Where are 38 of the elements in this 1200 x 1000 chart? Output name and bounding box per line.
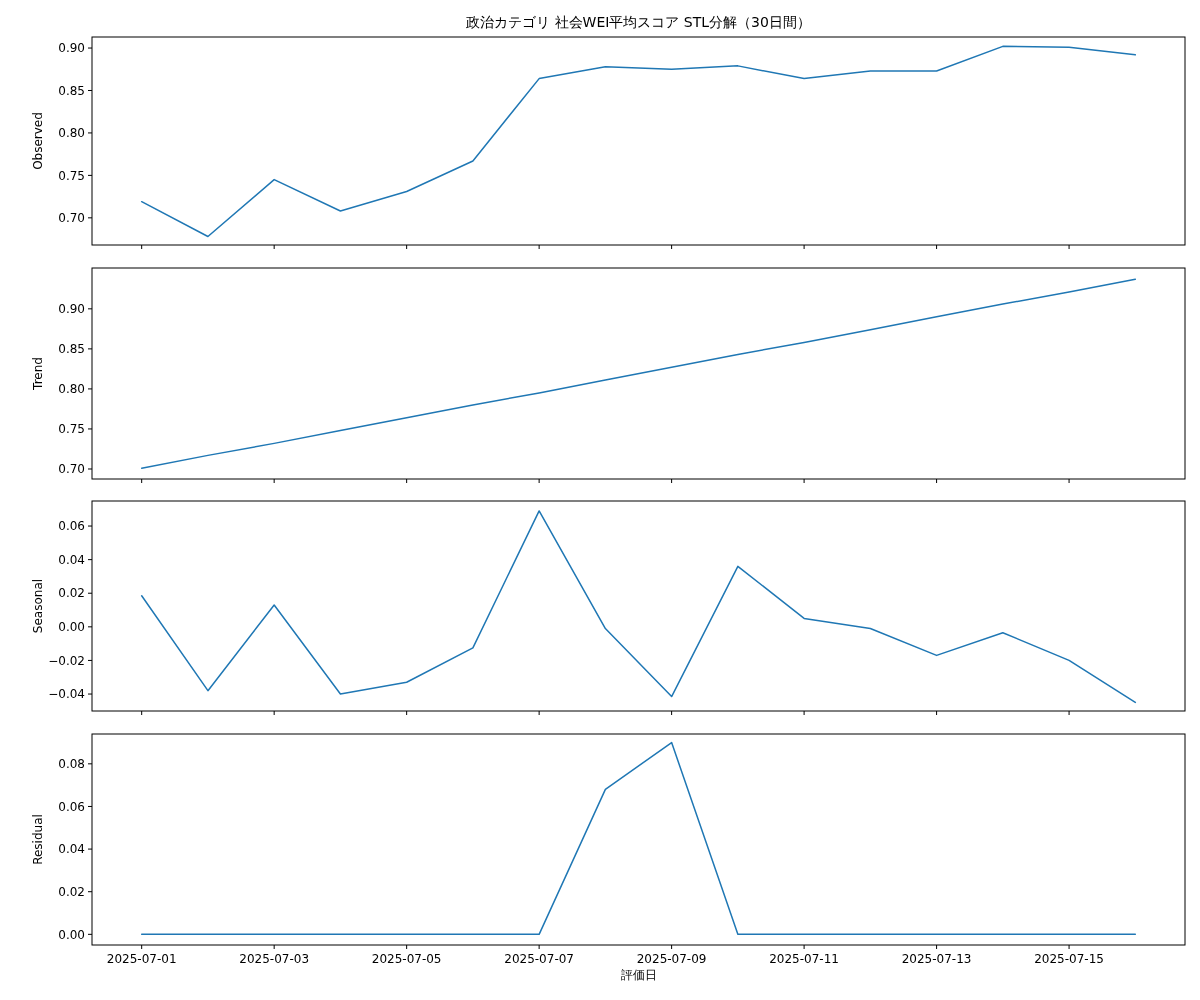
line-series [140, 510, 1137, 704]
y-tick-label: 0.00 [58, 620, 85, 635]
x-tick-label: 2025-07-05 [371, 952, 442, 966]
y-tick-label: −0.02 [48, 653, 85, 668]
x-tick-label: 2025-07-09 [636, 952, 707, 966]
x-tick-label: 2025-07-07 [504, 952, 575, 966]
y-axis-title: Trend [31, 357, 45, 391]
y-tick-label: 0.08 [58, 757, 85, 772]
y-tick-label: 0.85 [58, 342, 85, 357]
y-tick-label: 0.70 [58, 462, 85, 477]
line-series [140, 278, 1137, 469]
x-tick-label: 2025-07-13 [901, 952, 972, 966]
y-tick-label: 0.85 [58, 83, 85, 98]
y-tick-label: 0.80 [58, 382, 85, 397]
y-axis-title: Residual [31, 814, 45, 865]
y-tick-label: 0.06 [58, 799, 85, 814]
x-axis-title: 評価日 [620, 968, 657, 982]
y-tick-label: −0.04 [48, 687, 85, 702]
x-tick-label: 2025-07-03 [239, 952, 310, 966]
y-tick-label: 0.04 [58, 842, 85, 857]
y-tick-label: 0.90 [58, 302, 85, 317]
x-tick-label: 2025-07-15 [1034, 952, 1104, 966]
x-tick-label: 2025-07-11 [769, 952, 839, 966]
y-axis-title: Observed [31, 112, 45, 170]
line-series [140, 45, 1137, 238]
y-tick-label: 0.02 [58, 884, 85, 899]
chart-title: 政治カテゴリ 社会WEI平均スコア STL分解（30日間） [466, 14, 811, 30]
x-tick-label: 2025-07-01 [106, 952, 177, 966]
y-tick-label: 0.90 [58, 41, 85, 56]
y-tick-label: 0.75 [58, 422, 85, 437]
y-tick-label: 0.80 [58, 126, 85, 141]
y-tick-label: 0.02 [58, 586, 85, 601]
y-axis-title: Seasonal [31, 578, 45, 634]
y-tick-label: 0.06 [58, 519, 85, 534]
y-tick-label: 0.04 [58, 552, 85, 567]
y-tick-label: 0.70 [58, 211, 85, 226]
y-tick-label: 0.00 [58, 927, 85, 942]
y-tick-label: 0.75 [58, 168, 85, 183]
